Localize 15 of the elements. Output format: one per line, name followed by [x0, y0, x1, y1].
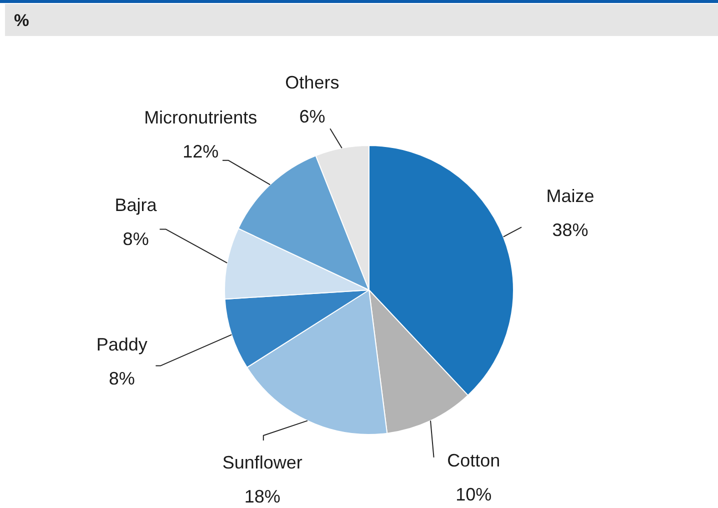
data-label: 8%	[108, 368, 135, 389]
data-label: 6%	[299, 106, 326, 127]
slice-label: Micronutrients	[144, 108, 258, 128]
data-label: 18%	[244, 486, 280, 506]
slice-label: Sunflower	[222, 452, 302, 472]
data-label: 12%	[182, 142, 219, 162]
data-label: 38%	[552, 220, 588, 240]
slice-label: Bajra	[114, 195, 158, 216]
data-label: 10%	[456, 484, 492, 504]
slice-label: Others	[285, 72, 340, 93]
slice-label: Cotton	[447, 450, 500, 470]
data-label: 8%	[122, 229, 149, 250]
slice-label: Paddy	[96, 334, 148, 355]
chart-title: %	[14, 11, 30, 31]
slice-label: Maize	[546, 186, 594, 206]
